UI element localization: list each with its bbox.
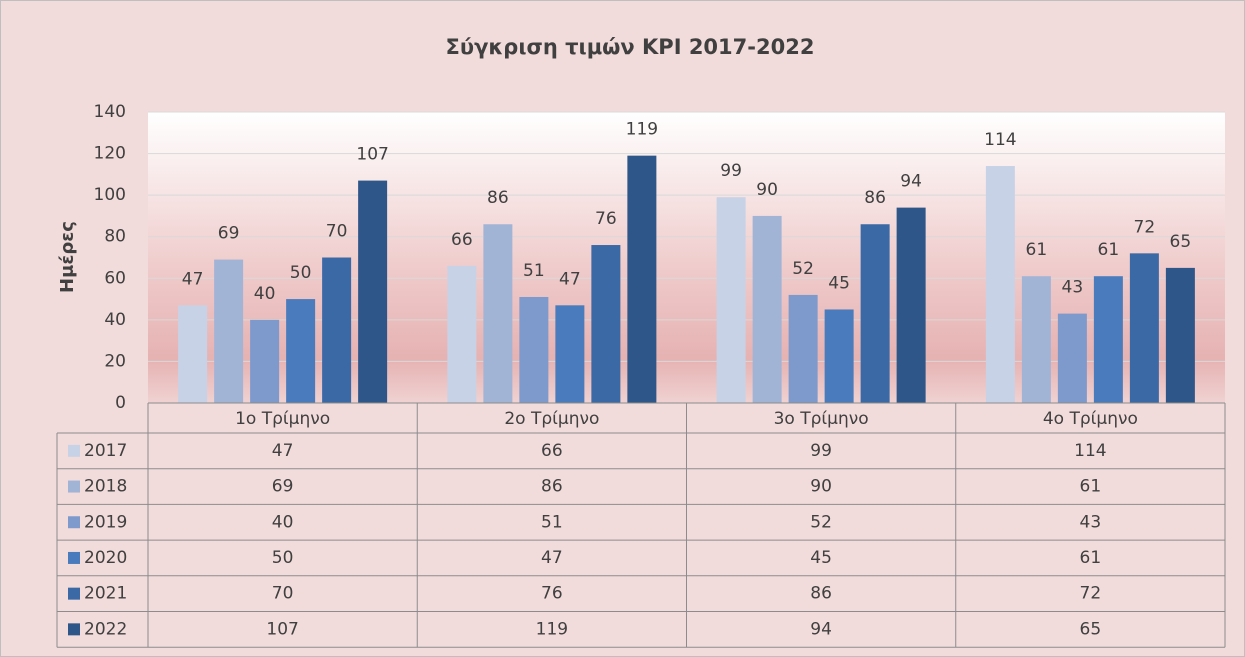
chart-title: Σύγκριση τιμών KPI 2017-2022 bbox=[446, 35, 815, 59]
table-cell: 50 bbox=[272, 548, 294, 568]
bar bbox=[250, 319, 280, 403]
legend-key bbox=[68, 516, 80, 529]
table-cell: 99 bbox=[810, 441, 832, 461]
table-cell: 61 bbox=[1080, 548, 1102, 568]
table-cell: 51 bbox=[541, 512, 563, 532]
table-cell: 70 bbox=[272, 584, 294, 604]
y-tick-label: 140 bbox=[94, 102, 126, 122]
x-tick-label: 1ο Τρίμηνο bbox=[235, 409, 330, 429]
y-tick-label: 20 bbox=[104, 351, 126, 371]
legend-label: 2021 bbox=[84, 584, 127, 604]
table-cell: 65 bbox=[1080, 619, 1102, 639]
bar bbox=[1129, 253, 1159, 403]
legend-key bbox=[68, 587, 80, 600]
bar bbox=[788, 294, 818, 403]
table-cell: 45 bbox=[810, 548, 832, 568]
bar bbox=[716, 197, 746, 403]
data-label: 114 bbox=[984, 130, 1016, 150]
data-label: 69 bbox=[218, 224, 240, 244]
data-label: 94 bbox=[900, 172, 922, 192]
bar bbox=[322, 257, 352, 403]
y-tick-label: 120 bbox=[94, 144, 126, 164]
bar bbox=[627, 155, 657, 403]
data-label: 119 bbox=[626, 120, 658, 140]
data-label: 86 bbox=[864, 188, 886, 208]
bar bbox=[591, 245, 621, 403]
x-tick-label: 3ο Τρίμηνο bbox=[774, 409, 869, 429]
table-cell: 61 bbox=[1080, 477, 1102, 497]
table-cell: 114 bbox=[1074, 441, 1106, 461]
table-cell: 94 bbox=[810, 619, 832, 639]
table-cell: 47 bbox=[272, 441, 294, 461]
bar bbox=[358, 180, 388, 403]
legend-label: 2018 bbox=[84, 477, 127, 497]
bar bbox=[985, 166, 1015, 403]
legend-key bbox=[68, 480, 80, 493]
data-label: 51 bbox=[523, 261, 545, 281]
data-label: 47 bbox=[559, 269, 581, 289]
table-cell: 43 bbox=[1080, 512, 1102, 532]
data-label: 40 bbox=[254, 284, 276, 304]
data-label: 61 bbox=[1026, 240, 1048, 260]
table-cell: 47 bbox=[541, 548, 563, 568]
bar bbox=[860, 224, 890, 403]
data-label: 45 bbox=[828, 273, 850, 293]
bar bbox=[1021, 276, 1051, 403]
x-tick-label: 4ο Τρίμηνο bbox=[1043, 409, 1138, 429]
data-label: 66 bbox=[451, 230, 473, 250]
bar bbox=[447, 265, 477, 403]
y-tick-label: 60 bbox=[104, 268, 126, 288]
table-cell: 76 bbox=[541, 584, 563, 604]
data-label: 76 bbox=[595, 209, 617, 229]
bar bbox=[178, 305, 208, 403]
data-label: 72 bbox=[1134, 217, 1156, 237]
data-label: 107 bbox=[356, 145, 388, 165]
legend-key bbox=[68, 551, 80, 564]
data-label: 86 bbox=[487, 188, 509, 208]
bar bbox=[555, 305, 585, 403]
bar bbox=[896, 207, 926, 403]
data-label: 47 bbox=[182, 269, 204, 289]
data-label: 70 bbox=[326, 222, 348, 242]
y-axis-label: Ημέρες bbox=[57, 221, 78, 293]
bar bbox=[1165, 267, 1195, 403]
data-label: 52 bbox=[792, 259, 814, 279]
legend-label: 2019 bbox=[84, 512, 127, 532]
bar bbox=[1057, 313, 1087, 403]
data-label: 50 bbox=[290, 263, 312, 283]
legend-label: 2017 bbox=[84, 441, 127, 461]
y-tick-label: 80 bbox=[104, 227, 126, 247]
table-cell: 52 bbox=[810, 512, 832, 532]
table-cell: 90 bbox=[810, 477, 832, 497]
bar bbox=[824, 309, 854, 403]
legend-key bbox=[68, 444, 80, 457]
data-label: 90 bbox=[756, 180, 778, 200]
legend-label: 2020 bbox=[84, 548, 127, 568]
legend-key bbox=[68, 623, 80, 636]
table-cell: 119 bbox=[536, 619, 568, 639]
y-tick-label: 0 bbox=[115, 393, 126, 413]
bar bbox=[483, 224, 513, 403]
data-label: 61 bbox=[1098, 240, 1120, 260]
bar bbox=[752, 215, 782, 403]
x-tick-label: 2ο Τρίμηνο bbox=[504, 409, 599, 429]
table-cell: 72 bbox=[1080, 584, 1102, 604]
table-cell: 40 bbox=[272, 512, 294, 532]
data-label: 99 bbox=[720, 161, 742, 181]
bar bbox=[1093, 276, 1123, 403]
data-label: 43 bbox=[1062, 278, 1084, 298]
bar bbox=[519, 296, 549, 403]
legend-label: 2022 bbox=[84, 619, 127, 639]
table-cell: 66 bbox=[541, 441, 563, 461]
table-cell: 69 bbox=[272, 477, 294, 497]
bar bbox=[214, 259, 244, 403]
bar bbox=[286, 299, 316, 403]
table-cell: 107 bbox=[266, 619, 298, 639]
table-cell: 86 bbox=[541, 477, 563, 497]
y-tick-label: 100 bbox=[94, 185, 126, 205]
table-cell: 86 bbox=[810, 584, 832, 604]
data-label: 65 bbox=[1170, 232, 1192, 252]
y-tick-label: 40 bbox=[104, 310, 126, 330]
